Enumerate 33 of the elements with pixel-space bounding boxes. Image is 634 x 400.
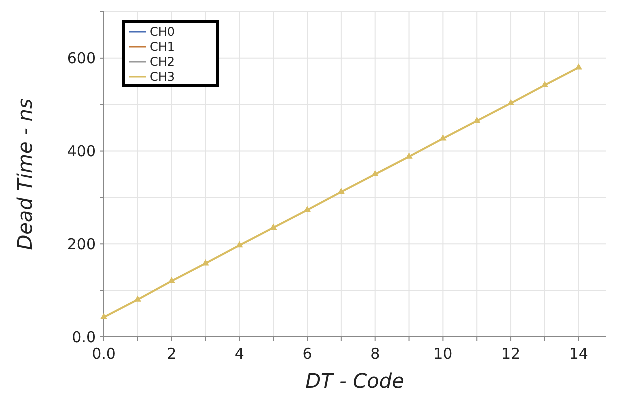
x-tick-label: 8 [370, 345, 380, 363]
point [575, 64, 582, 70]
point [372, 170, 379, 177]
x-tick-label: 4 [234, 345, 244, 363]
legend-label: CH3 [150, 70, 176, 84]
point [134, 296, 142, 302]
point [236, 241, 244, 248]
legend-label: CH2 [150, 55, 176, 70]
point [338, 188, 345, 194]
point [440, 134, 447, 141]
legend-label: CH1 [150, 40, 176, 54]
point [270, 224, 278, 230]
x-tick-label: 14 [569, 345, 588, 363]
point [541, 81, 549, 88]
x-tick-label: 2 [167, 345, 177, 363]
x-tick-label: 12 [501, 345, 521, 363]
y-tick-label: 0.0 [72, 328, 96, 346]
point [304, 206, 312, 212]
point [100, 313, 108, 320]
point [202, 260, 210, 266]
x-tick-label: 6 [302, 345, 312, 363]
x-tick-label: 10 [434, 345, 453, 363]
y-tick-label: 400 [67, 142, 96, 161]
point [406, 152, 413, 159]
y-tick-label: 600 [67, 50, 96, 68]
point [507, 99, 515, 106]
point [474, 116, 481, 124]
x-axis-title: DT - Code [306, 369, 404, 393]
point [168, 277, 176, 284]
y-tick-label: 200 [67, 235, 96, 254]
y-axis-title: Dead Time - ns [13, 98, 37, 250]
x-tick-label: 0.0 [92, 345, 116, 363]
legend-label: CH0 [150, 25, 176, 40]
